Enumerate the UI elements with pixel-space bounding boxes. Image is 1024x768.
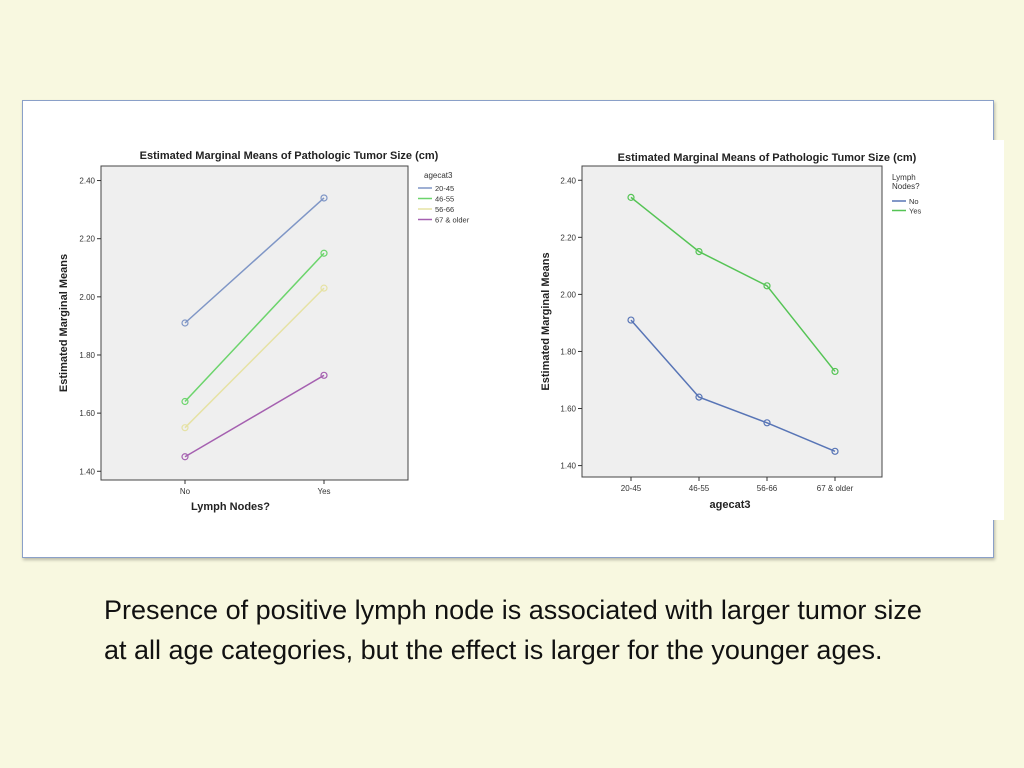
series-line-yes [630,196,836,372]
legend-label: 20-45 [435,184,454,193]
x-tick-label: 67 & older [817,484,854,493]
data-point [181,453,189,461]
x-tick-label: No [180,487,191,496]
data-point [831,447,839,455]
series-line-67-older [184,374,325,458]
x-tick-label: 56-66 [757,484,778,493]
data-point [320,249,328,257]
data-point [320,371,328,379]
figure-panel-extension [990,140,1004,520]
series-line-56-66 [184,287,325,429]
y-tick-label: 2.00 [79,293,95,302]
caption-text: Presence of positive lymph node is assoc… [104,595,922,665]
data-point [695,393,703,401]
chart-title-1: Estimated Marginal Means of Pathologic T… [140,150,439,162]
data-point [831,367,839,376]
y-tick-label: 2.00 [560,290,576,299]
plot-area-1 [100,165,409,481]
y-tick-label: 2.40 [79,177,95,186]
legend-label: No [909,197,919,206]
data-point [627,193,635,201]
data-point [181,397,189,406]
y-tick-label: 1.40 [79,467,95,476]
legend-title-line-1: Lymph [892,173,916,182]
y-tick-label: 2.20 [79,235,95,244]
data-point [181,424,189,432]
legend-title: agecat3 [424,171,453,180]
legend-title-line-2: Nodes? [892,182,920,191]
x-tick-label: 20-45 [621,484,642,493]
legend-label: 46-55 [435,195,454,204]
data-point [181,319,189,327]
data-point [763,282,771,290]
legend-label: 56-66 [435,205,454,214]
y-tick-label: 2.20 [560,233,576,242]
y-axis-label-2: Estimated Marginal Means [540,252,552,390]
data-point [320,284,328,292]
series-line-no [630,319,836,453]
y-tick-label: 1.40 [560,462,576,471]
y-tick-label: 1.80 [560,347,576,356]
plot-area-2 [581,165,883,478]
y-tick-label: 1.80 [79,351,95,360]
data-point [627,316,635,324]
series-line-20-45 [184,197,325,324]
data-point [763,419,771,427]
x-tick-label: Yes [317,487,330,496]
legend-label: 67 & older [435,216,470,225]
data-point [320,194,328,202]
x-axis-label-1: Lymph Nodes? [191,501,270,513]
y-axis-label-1: Estimated Marginal Means [58,254,70,392]
chart-title-2: Estimated Marginal Means of Pathologic T… [618,152,917,164]
y-tick-label: 1.60 [79,409,95,418]
x-axis-label-2: agecat3 [710,499,751,511]
y-tick-label: 2.40 [560,176,576,185]
series-line-46-55 [184,252,325,403]
legend-label: Yes [909,207,921,216]
x-tick-label: 46-55 [689,484,710,493]
data-point [695,247,703,256]
y-tick-label: 1.60 [560,405,576,414]
